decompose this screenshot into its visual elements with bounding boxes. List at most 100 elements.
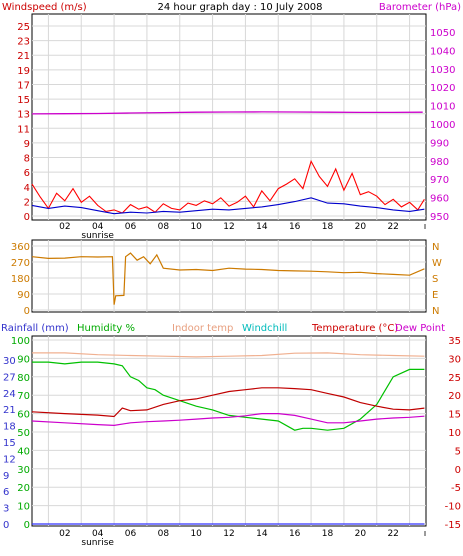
barometer-tick-label: 970 — [430, 175, 449, 186]
wind-direction-grid — [32, 240, 426, 312]
windspeed-tick-label: 21 — [17, 51, 30, 62]
wind-direction-frame — [31, 239, 427, 313]
wind-baro-series — [31, 111, 425, 215]
compass-tick-label: N — [432, 306, 439, 317]
windspeed-tick-label: 8 — [24, 154, 30, 165]
compass-tick-label: W — [432, 258, 442, 269]
legend-humidity: Humidity % — [77, 323, 135, 334]
x-tick-label: 16 — [289, 529, 301, 539]
wind-direction-line — [31, 252, 425, 305]
rainfall-tick-label: 3 — [3, 504, 9, 515]
rainfall-tick-label: 27 — [3, 372, 16, 383]
temperature-tick-label: 35 — [448, 336, 461, 347]
barometer-tick-label: 990 — [430, 138, 449, 149]
humidity-tick-label: 50 — [17, 428, 30, 439]
wind-baro-x-axis: 02 04 06 08 10 12 14 16 18 20 22 sunrise ı — [59, 222, 426, 241]
sunrise-label: sunrise — [81, 538, 114, 548]
rainfall-tick-label: 21 — [3, 405, 16, 416]
temperature-tick-label: -5 — [451, 483, 461, 494]
temp-humidity-x-axis: 02 04 06 08 10 12 14 16 18 20 22 sunrise ı — [59, 529, 426, 548]
x-tick-label: 12 — [223, 529, 234, 539]
humidity-tick-label: 100 — [11, 336, 30, 347]
humidity-tick-label: 10 — [17, 502, 30, 513]
x-tick-label: 14 — [256, 529, 268, 539]
indoor-temp-line — [32, 352, 425, 358]
windspeed-tick-label: 6 — [24, 168, 30, 179]
legend-indoor-temp: Indoor temp — [172, 323, 233, 334]
legend-windchill: Windchill — [242, 323, 287, 334]
temperature-tick-label: -15 — [445, 520, 461, 531]
barometer-tick-label: 1010 — [430, 102, 455, 113]
x-tick-label: 16 — [289, 222, 301, 232]
windspeed-tick-label: 2 — [24, 197, 30, 208]
barometer-tick-label: 960 — [430, 194, 449, 205]
x-tick-label: 14 — [256, 222, 268, 232]
humidity-tick-label: 90 — [17, 354, 30, 365]
compass-tick-label: N — [432, 242, 439, 253]
legend-dew-point: Dew Point — [395, 323, 445, 334]
compass-tick-label: E — [432, 290, 438, 301]
sunrise-label: sunrise — [81, 231, 114, 241]
x-tick-label: 20 — [355, 529, 367, 539]
humidity-tick-label: 80 — [17, 373, 30, 384]
rainfall-tick-label: 30 — [3, 356, 16, 367]
temperature-tick-label: 30 — [448, 354, 461, 365]
humidity-tick-label: 40 — [17, 446, 30, 457]
windspeed-tick-label: 11 — [17, 124, 30, 135]
direction-tick-label: 180 — [11, 274, 30, 285]
windspeed-tick-label: 17 — [17, 80, 30, 91]
rainfall-tick-label: 24 — [3, 389, 16, 400]
temperature-tick-label: -10 — [445, 502, 461, 513]
x-tick-label: 02 — [59, 222, 70, 232]
temperature-tick-label: 0 — [455, 465, 461, 476]
temp-humidity-frame — [31, 335, 427, 527]
temperature-tick-label: 10 — [448, 428, 461, 439]
barometer-tick-label: 980 — [430, 157, 449, 168]
wind-direction-series — [31, 252, 425, 305]
x-tick-label: 22 — [387, 222, 398, 232]
x-tick-label: 18 — [322, 222, 334, 232]
humidity-tick-label: 0 — [24, 520, 30, 531]
rainfall-tick-label: 6 — [3, 487, 9, 498]
windspeed-tick-label: 4 — [24, 183, 30, 194]
barometer-tick-label: 1050 — [430, 28, 455, 39]
legend-temperature: Temperature (°C) — [311, 323, 398, 334]
windspeed-tick-label: 13 — [17, 110, 30, 121]
rainfall-tick-label: 9 — [3, 471, 9, 482]
humidity-line — [32, 361, 425, 431]
temperature-axis: 35 30 25 20 15 10 5 0 -5 -10 -15 — [445, 336, 461, 531]
average-windspeed-line — [31, 197, 425, 215]
temperature-tick-label: 5 — [455, 446, 461, 457]
humidity-tick-label: 70 — [17, 391, 30, 402]
rainfall-tick-label: 15 — [3, 438, 16, 449]
rainfall-tick-label: 12 — [3, 454, 16, 465]
temperature-line — [31, 387, 425, 418]
barometer-tick-label: 950 — [430, 212, 449, 223]
x-tick-label: 02 — [59, 529, 70, 539]
compass-tick-label: S — [432, 274, 438, 285]
humidity-tick-label: 30 — [17, 465, 30, 476]
humidity-tick-label: 20 — [17, 483, 30, 494]
x-end-tick: ı — [424, 222, 427, 232]
barometer-tick-label: 1000 — [430, 120, 455, 131]
x-tick-label: 10 — [190, 529, 202, 539]
wind-baro-grid — [32, 14, 426, 220]
x-tick-label: 12 — [223, 222, 234, 232]
direction-degrees-axis: 360 270 180 90 0 — [11, 242, 30, 317]
temperature-tick-label: 20 — [448, 391, 461, 402]
direction-tick-label: 90 — [17, 290, 30, 301]
x-tick-label: 08 — [158, 529, 170, 539]
barometer-line — [31, 111, 423, 115]
windspeed-tick-label: 9 — [24, 139, 30, 150]
humidity-tick-label: 60 — [17, 410, 30, 421]
temperature-tick-label: 15 — [448, 410, 461, 421]
chart-title: 24 hour graph day : 10 July 2008 — [157, 2, 322, 13]
barometer-tick-label: 1040 — [430, 46, 455, 57]
